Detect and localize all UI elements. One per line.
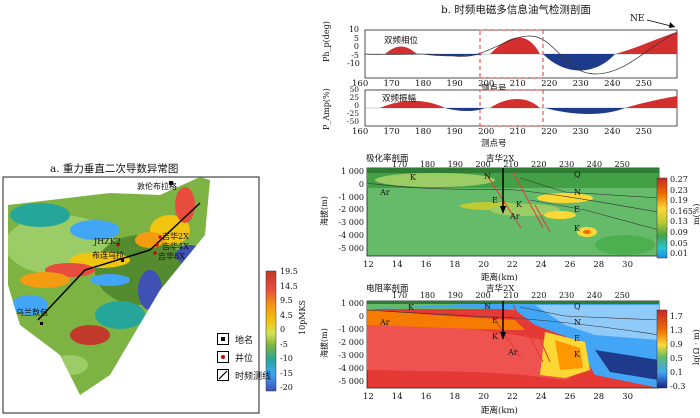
resist-layer-ar: Ar: [380, 318, 390, 327]
resist-label: 电阻率剖面: [366, 284, 409, 294]
amp-xlabel: 测点号: [481, 139, 507, 149]
resist-layer-e: E: [492, 316, 498, 325]
polar-yticks: 1 000 0 -1 000 -2 000 -3 000 -4 000 -5 000: [338, 167, 364, 253]
gravity-colorbar-ticks: 19.5 14.5 9.5 4.5 0 -5 -10 -15 -20: [280, 267, 298, 392]
polar-layer-e2: E: [574, 205, 580, 214]
polar-layer-q: Q: [574, 170, 581, 179]
line-symbol-icon: [217, 369, 229, 381]
polar-layer-n2: N: [574, 188, 581, 197]
resistivity-section: [366, 300, 668, 389]
polar-layer-k: K: [410, 173, 416, 182]
well-label-jhzk2: JHZK2: [94, 237, 121, 246]
phase-xticks: 160 170 180 190 200 210 220 230 240 250: [352, 79, 652, 89]
resist-yticks: 1 000 0 -1 000 -2 000 -3 000 -4 000 -5 000: [338, 299, 364, 386]
place-label-dunlunlage: 敦伦布拉格: [137, 182, 177, 191]
amp-ylabel: P_Amp(%): [322, 88, 331, 130]
polar-layer-k3: K: [574, 224, 580, 233]
polar-colorbar-ticks: 0.27 0.23 0.19 0.165 0.13 0.09 0.05 0.01: [670, 175, 693, 259]
phase-positive-1: [385, 46, 417, 54]
phase-xlabel: 测点号: [481, 84, 507, 94]
gravity-colorbar: [265, 270, 277, 392]
well-marker-jihua4x: [155, 243, 159, 247]
resist-layer-q: Q: [574, 302, 581, 311]
polar-layer-n: N: [484, 172, 491, 181]
phase-yticks: 10 5 0 -5 -10: [347, 25, 360, 69]
polar-layer-k2: K: [516, 200, 522, 209]
resist-layer-n2: N: [574, 318, 581, 327]
amplitude-plot: [364, 89, 678, 127]
resist-layer-k: K: [408, 303, 414, 312]
gravity-colorbar-unit: 10pMKS: [298, 300, 307, 335]
amp-yticks: 50 25 0 -25 -50: [346, 85, 359, 126]
polar-xticks: 12 14 16 18 20 22 24 26 28 30: [363, 260, 633, 270]
place-label-buliangejie: 布连乌拉: [92, 251, 124, 260]
polar-xlabel: 距离(km): [481, 273, 518, 283]
well-label-jihua4x: 吉华4X: [162, 242, 189, 251]
polar-well: 吉华2X: [486, 154, 515, 164]
amp-xticks: 160 170 180 190 200 210 220 230 240 250: [352, 127, 652, 137]
well-symbol-icon: [217, 351, 229, 363]
phase-positive-2: [490, 37, 540, 54]
resist-colorbar-ticks: 1.7 1.3 0.9 0.5 0.1 -0.3: [670, 312, 686, 391]
phase-plot: [364, 19, 678, 79]
place-marker: [169, 181, 173, 185]
resist-xticks: 12 14 16 18 20 22 24 26 28 30: [363, 392, 633, 402]
phase-legend: 双频相位: [384, 36, 419, 46]
amp-legend: 双频振幅: [382, 94, 417, 104]
resist-xlabel: 距离(km): [481, 406, 518, 416]
polar-label: 极化率剖面: [366, 154, 409, 164]
well-marker-jihua2x: [158, 235, 162, 239]
gravity-anomaly-map: [2, 176, 260, 414]
phase-negative-2: [543, 54, 615, 71]
polar-layer-ar: Ar: [380, 188, 390, 197]
polarization-section: [366, 167, 668, 259]
resist-colorbar-unit: lg(Ω · m): [692, 329, 700, 365]
map-legend: 地名 井位 时频测线: [217, 330, 271, 384]
legend-item-well: 井位: [217, 348, 271, 366]
well-marker-jihua8x: [153, 251, 157, 255]
gravity-map-title: a. 重力垂直二次导数异常图: [50, 163, 179, 175]
ne-direction-label: NE: [630, 14, 645, 24]
polar-top-ticks: 170 180 190 200 210 220 230 240 250: [392, 160, 630, 169]
resist-layer-e2: E: [574, 334, 580, 343]
resist-top-ticks: 170 180 190 200 210 220 230 240 250: [392, 291, 630, 300]
resist-layer-n: N: [484, 302, 491, 311]
phase-ylabel: Ph_p(deg): [322, 21, 331, 62]
legend-item-place: 地名: [217, 330, 271, 348]
phase-positive-3: [615, 32, 677, 54]
section-title: b. 时频电磁多信息油气检测剖面: [441, 4, 591, 16]
resist-well: 吉华2X: [486, 284, 515, 294]
polar-ylabel: 海拔(m): [320, 196, 329, 226]
legend-item-line: 时频测线: [217, 366, 271, 384]
polar-colorbar-unit: m(%): [692, 203, 700, 225]
focus-window: [479, 29, 544, 79]
polar-layer-ar2: Ar: [510, 212, 520, 221]
polar-layer-e: E: [492, 196, 498, 205]
place-symbol-icon: [217, 333, 229, 345]
survey-line: [37, 202, 201, 321]
resist-layer-ar2: Ar: [508, 348, 518, 357]
place-label-wulanbaolu: 乌兰敖包: [16, 308, 48, 317]
well-label-jihua8x: 吉华8X: [158, 252, 185, 261]
resist-layer-k3: K: [574, 350, 580, 359]
resist-layer-k2: K: [492, 332, 498, 341]
resist-ylabel: 海拔(m): [320, 328, 329, 358]
well-marker-jhzk2: [116, 243, 120, 247]
well-label-jihua2x: 吉华2X: [162, 232, 189, 241]
